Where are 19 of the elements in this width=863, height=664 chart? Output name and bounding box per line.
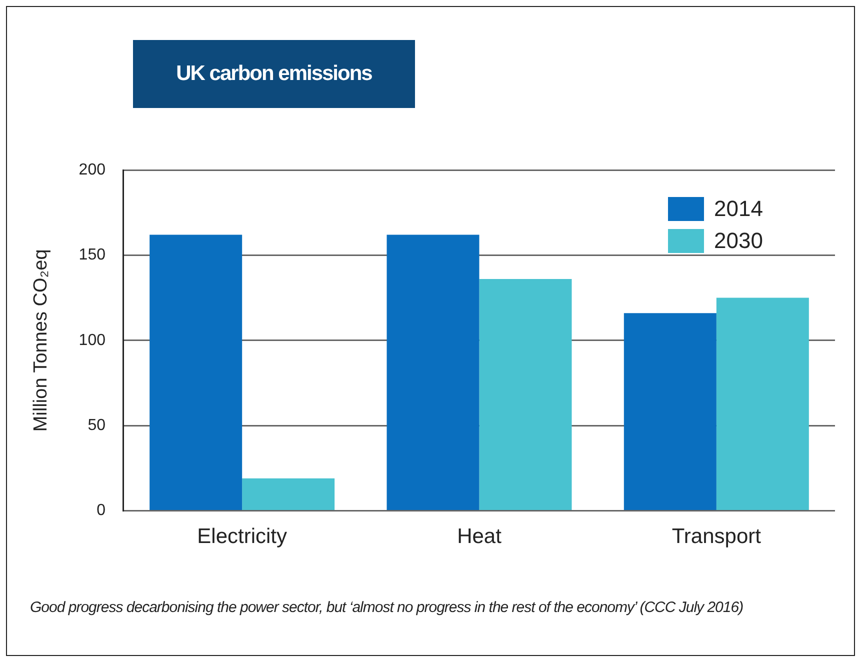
bar <box>479 279 572 510</box>
y-tick-label: 100 <box>78 332 106 349</box>
y-tick-label: 200 <box>78 161 106 178</box>
bar <box>386 234 480 510</box>
text: Good progress decarbonising the power sector, but ‘almost no progress in the rest of the economy’ (CCC July 2016) <box>30 598 744 618</box>
bar <box>150 234 242 510</box>
bar <box>242 478 335 510</box>
y-tick-label: 0 <box>96 502 106 520</box>
y-tick-label: 150 <box>78 246 106 264</box>
chart-title: UK carbon emissions <box>133 40 415 108</box>
bar <box>716 298 809 510</box>
y-axis-title: Million Tonnes CO₂eq <box>30 249 52 432</box>
bar <box>624 313 716 510</box>
legend-label: 2014 <box>714 196 763 222</box>
x-tick-label: Electricity <box>197 525 288 548</box>
legend-label: 2030 <box>714 228 763 254</box>
x-tick-label: Transport <box>672 525 762 548</box>
x-tick-label: Heat <box>457 525 502 548</box>
y-tick-label: 50 <box>88 417 106 434</box>
